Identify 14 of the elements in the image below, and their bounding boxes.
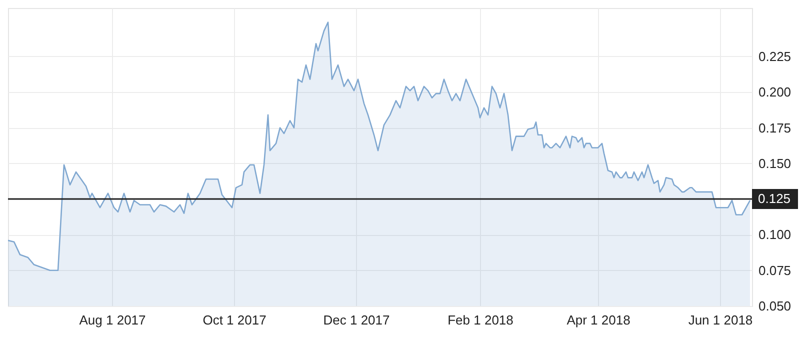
- y-tick-label: 0.100: [758, 227, 792, 242]
- ref-line-label: 0.125: [758, 191, 791, 206]
- y-tick-label: 0.225: [758, 48, 792, 64]
- y-tick-label: 0.050: [758, 298, 792, 314]
- x-tick-label: Aug 1 2017: [79, 312, 146, 328]
- x-tick-label: Jun 1 2018: [688, 312, 753, 328]
- x-tick-label: Oct 1 2017: [202, 312, 266, 328]
- x-tick-label: Apr 1 2018: [566, 312, 630, 328]
- y-tick-label: 0.200: [758, 84, 792, 100]
- y-tick-label: 0.075: [758, 262, 792, 278]
- x-tick-label: Dec 1 2017: [323, 312, 390, 328]
- y-tick-label: 0.150: [758, 156, 792, 171]
- y-tick-label: 0.175: [758, 120, 792, 136]
- x-tick-label: Feb 1 2018: [448, 312, 514, 328]
